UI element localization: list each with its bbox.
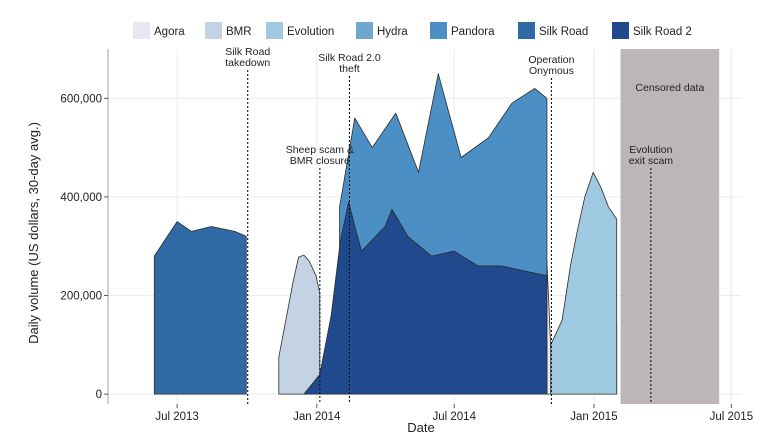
y-axis-title: Daily volume (US dollars, 30-day avg.)	[26, 122, 41, 344]
event-label-silk-road-takedown: Silk Road takedown	[225, 46, 270, 69]
legend-swatch-silk-road-2	[612, 22, 629, 39]
legend-label-agora: Agora	[154, 26, 185, 38]
y-tick-label: 400,000	[60, 192, 102, 204]
event-label-evolution-exit-scam: Evolution exit scam	[629, 144, 674, 167]
y-tick-label: 0	[96, 389, 102, 401]
censored-region: Censored data	[620, 49, 720, 404]
legend-swatch-silk-road	[518, 22, 535, 39]
series-areas	[153, 73, 618, 395]
legend-swatch-hydra	[356, 22, 373, 39]
x-tick-label: Jul 2015	[710, 411, 753, 423]
axes: 0 200,000 400,000 600,000 Jul 2013 Jan 2014 Ju…	[60, 49, 753, 423]
event-lines: Silk Road takedown Sheep scam & BMR closure…	[225, 46, 673, 404]
x-tick-label: Jul 2014	[432, 411, 476, 423]
legend-label-silk-road-2: Silk Road 2	[633, 26, 692, 38]
event-label-sheep-scam-bmr-closure: Sheep scam & BMR closure	[286, 144, 354, 167]
legend-label-pandora: Pandora	[451, 26, 495, 38]
event-label-silk-road-2-0-theft: Silk Road 2.0 theft	[318, 52, 381, 75]
series-area-silk-road-2	[303, 201, 548, 395]
x-tick-label: Jan 2014	[293, 411, 341, 423]
legend-swatch-pandora	[430, 22, 447, 39]
x-tick-label: Jan 2015	[570, 411, 617, 423]
series-area-bmr	[278, 254, 321, 395]
series-area-evolution	[550, 171, 618, 395]
legend-label-hydra: Hydra	[377, 26, 408, 38]
x-axis-title: Date	[407, 420, 434, 435]
legend-label-evolution: Evolution	[287, 26, 334, 38]
legend-label-silk-road: Silk Road	[539, 26, 588, 38]
legend-swatch-evolution	[266, 22, 283, 39]
legend-label-bmr: BMR	[226, 26, 252, 38]
censored-region-band	[620, 49, 720, 404]
y-tick-label: 200,000	[60, 291, 102, 303]
x-tick-label: Jul 2013	[155, 411, 198, 423]
y-tick-label: 600,000	[60, 93, 102, 105]
event-label-operation-onymous: Operation Onymous	[528, 54, 574, 77]
censored-region-label: Censored data	[635, 82, 704, 94]
legend-swatch-agora	[133, 22, 150, 39]
plot-area: Censored data Silk Road takedown Sheep sca…	[108, 46, 742, 404]
legend-swatch-bmr	[205, 22, 222, 39]
series-area-silk-road	[153, 221, 247, 395]
legend: Agora BMR Evolution Hydra Pandora Silk Road Si…	[133, 22, 692, 39]
